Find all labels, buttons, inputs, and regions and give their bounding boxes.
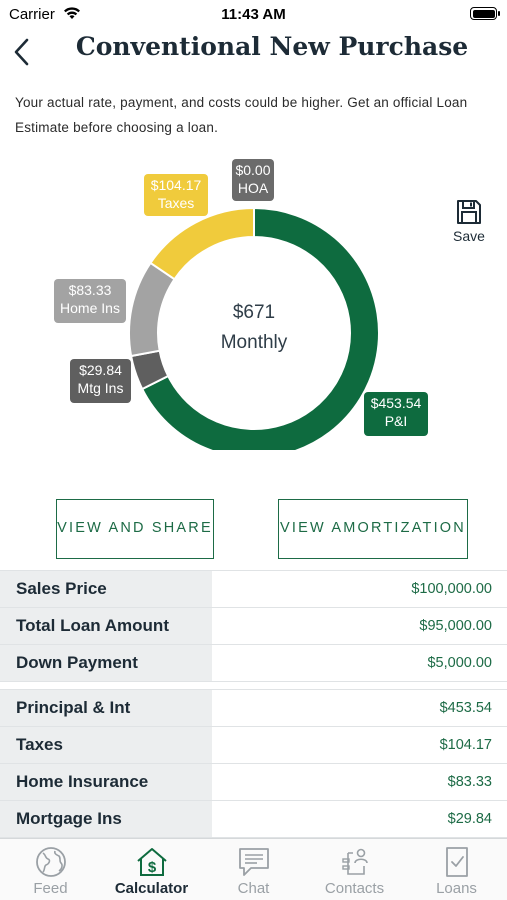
table-row: Principal & Int $453.54 (0, 690, 507, 727)
row-value: $29.84 (447, 811, 492, 827)
tab-chat[interactable]: Chat (203, 839, 304, 900)
chevron-left-icon (14, 38, 29, 66)
back-button[interactable] (10, 36, 34, 68)
status-bar: Carrier 11:43 AM (0, 0, 507, 28)
payment-donut-chart (128, 206, 380, 450)
slice-name: Taxes (157, 195, 195, 211)
view-and-share-button[interactable]: VIEW AND SHARE (56, 499, 214, 559)
slice-name: Mtg Ins (77, 380, 124, 396)
table-row: Taxes $104.17 (0, 727, 507, 764)
view-amortization-button[interactable]: VIEW AMORTIZATION (278, 499, 468, 559)
globe-icon (35, 847, 66, 877)
tab-feed[interactable]: Feed (0, 839, 101, 900)
tab-label: Contacts (324, 880, 385, 897)
slice-name: HOA (237, 180, 269, 196)
tab-contacts[interactable]: Contacts (304, 839, 405, 900)
tab-label: Chat (237, 880, 270, 897)
table-row: Home Insurance $83.33 (0, 764, 507, 801)
row-label: Home Insurance (0, 764, 212, 800)
row-value: $83.33 (447, 774, 492, 790)
loans-document-icon (445, 847, 468, 877)
tab-label: Calculator (114, 880, 189, 897)
slice-value: $104.17 (150, 177, 202, 193)
row-value: $100,000.00 (411, 581, 492, 597)
loan-summary-table: Sales Price $100,000.00 Total Loan Amoun… (0, 570, 507, 682)
row-label: Total Loan Amount (0, 608, 212, 644)
payment-breakdown-table: Principal & Int $453.54 Taxes $104.17 Ho… (0, 689, 507, 838)
row-label: Principal & Int (0, 690, 212, 726)
slice-value: $0.00 (235, 162, 271, 178)
row-label: Down Payment (0, 645, 212, 681)
save-label: Save (453, 228, 485, 244)
table-row: Mortgage Ins $29.84 (0, 801, 507, 838)
floppy-disk-icon (457, 200, 481, 224)
tab-label: Feed (33, 880, 68, 897)
row-value: $104.17 (439, 737, 492, 753)
slice-label-hoa: $0.00 HOA (232, 159, 274, 201)
row-value: $95,000.00 (419, 618, 492, 634)
tab-label: Loans (436, 880, 477, 897)
slice-name: Home Ins (60, 300, 120, 316)
table-row: Down Payment $5,000.00 (0, 645, 507, 682)
slice-value: $453.54 (370, 395, 422, 411)
row-label: Taxes (0, 727, 212, 763)
calculator-house-icon: $ (136, 848, 167, 876)
row-value: $453.54 (439, 700, 492, 716)
monthly-label: Monthly (220, 332, 288, 353)
slice-label-home-ins: $83.33 Home Ins (54, 279, 126, 323)
slice-label-pi: $453.54 P&I (364, 392, 428, 436)
page-title: Conventional New Purchase (75, 32, 469, 61)
slice-value: $83.33 (68, 282, 112, 298)
slice-name: P&I (384, 413, 408, 429)
table-row: Total Loan Amount $95,000.00 (0, 608, 507, 645)
svg-text:$: $ (147, 859, 156, 876)
slice-value: $29.84 (79, 362, 122, 378)
row-value: $5,000.00 (427, 655, 492, 671)
tab-bar: Feed $ Calculator Chat Contacts (0, 838, 507, 900)
chat-icon (238, 848, 269, 876)
row-label: Sales Price (0, 571, 212, 607)
row-label: Mortgage Ins (0, 801, 212, 837)
monthly-amount: $671 (232, 302, 276, 323)
slice-label-taxes: $104.17 Taxes (144, 174, 208, 216)
tab-loans[interactable]: Loans (406, 839, 507, 900)
clock: 11:43 AM (221, 6, 286, 23)
wifi-icon (63, 6, 81, 25)
tab-calculator[interactable]: $ Calculator (101, 839, 202, 900)
slice-label-mtg-ins: $29.84 Mtg Ins (70, 359, 131, 403)
battery-icon (470, 7, 500, 20)
table-row: Sales Price $100,000.00 (0, 571, 507, 608)
donut-slice-p-i (140, 206, 380, 450)
save-button[interactable]: Save (446, 199, 492, 251)
disclaimer-text: Your actual rate, payment, and costs cou… (15, 95, 468, 135)
donut-slice-taxes (149, 206, 255, 281)
carrier-label: Carrier (9, 6, 55, 23)
contacts-icon (341, 848, 368, 875)
